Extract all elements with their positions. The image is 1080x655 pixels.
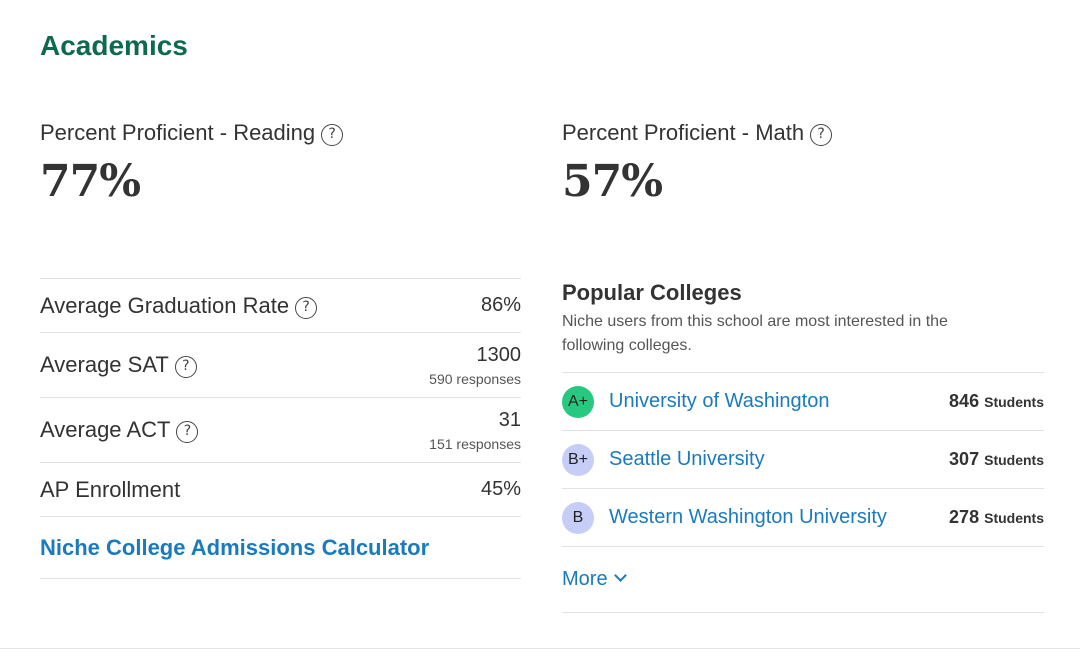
student-unit: Students	[984, 452, 1044, 468]
popular-colleges-heading: Popular Colleges	[562, 280, 742, 305]
reading-proficiency-label: Percent Proficient - Reading	[40, 120, 316, 145]
student-unit: Students	[984, 394, 1044, 410]
stat-row-graduation-rate: Average Graduation Rate? 86%	[40, 279, 521, 333]
section-title: Academics	[40, 30, 188, 61]
reading-proficiency-value: 77%	[40, 156, 141, 207]
college-link[interactable]: Western Washington University	[609, 506, 887, 528]
admissions-calculator-link[interactable]: Niche College Admissions Calculator	[40, 517, 521, 579]
popular-colleges-description: Niche users from this school are most in…	[562, 313, 948, 354]
help-icon[interactable]: ?	[174, 356, 197, 378]
reading-proficiency: Percent Proficient - Reading? 77%	[40, 120, 344, 207]
student-count: 278	[949, 507, 980, 527]
more-button[interactable]: More	[562, 568, 627, 591]
stat-value: 31	[498, 408, 521, 431]
math-proficiency: Percent Proficient - Math? 57%	[562, 120, 833, 207]
college-row: A+ University of Washington 846 Students	[562, 373, 1044, 431]
grade-badge: A+	[562, 385, 594, 418]
stat-label: Average ACT	[40, 417, 171, 442]
help-icon[interactable]: ?	[176, 421, 199, 443]
stat-label: Average SAT	[40, 352, 169, 377]
grade-badge: B+	[562, 443, 594, 476]
stat-label: Average Graduation Rate	[40, 292, 290, 318]
stat-value: 1300	[476, 343, 522, 366]
student-count: 846	[949, 391, 980, 411]
student-count: 307	[949, 449, 980, 469]
stat-row-sat: Average SAT? 1300 590 responses	[40, 333, 521, 398]
stat-value: 86%	[480, 294, 521, 316]
stat-responses: 590 responses	[429, 370, 521, 387]
stat-label: AP Enrollment	[40, 476, 181, 502]
stat-row-act: Average ACT? 31 151 responses	[40, 398, 521, 463]
section-divider	[0, 648, 1080, 649]
math-proficiency-value: 57%	[562, 156, 663, 207]
more-label: More	[562, 568, 608, 590]
stat-value: 45%	[480, 478, 521, 500]
help-icon[interactable]: ?	[810, 124, 833, 146]
stat-row-ap-enrollment: AP Enrollment 45%	[40, 463, 521, 517]
help-icon[interactable]: ?	[321, 124, 344, 146]
grade-badge: B	[562, 501, 594, 534]
popular-colleges: Popular Colleges Niche users from this s…	[562, 280, 1044, 613]
college-link[interactable]: Seattle University	[609, 448, 765, 470]
college-row: B+ Seattle University 307 Students	[562, 431, 1044, 489]
college-link[interactable]: University of Washington	[609, 390, 830, 412]
chevron-down-icon	[613, 569, 627, 582]
stat-responses: 151 responses	[429, 435, 521, 452]
academic-stats: Average Graduation Rate? 86% Average SAT…	[40, 278, 521, 579]
student-unit: Students	[984, 510, 1044, 526]
help-icon[interactable]: ?	[295, 296, 318, 319]
college-row: B Western Washington University 278 Stud…	[562, 489, 1044, 547]
math-proficiency-label: Percent Proficient - Math	[562, 120, 805, 145]
college-list: A+ University of Washington 846 Students…	[562, 372, 1044, 613]
